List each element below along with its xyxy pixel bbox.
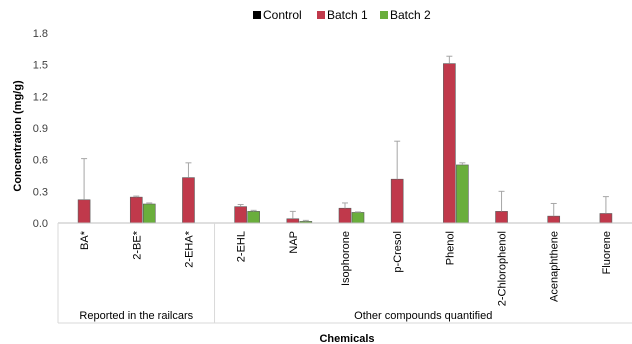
x-tick-label: 2-EHL [236,231,248,262]
bar [338,207,352,224]
x-tick-label: p-Cresol [392,231,404,273]
y-tick-label: 0.0 [33,218,48,230]
y-axis-title: Concentration (mg/g) [12,80,24,192]
bar [443,63,456,224]
bars [77,55,613,224]
legend-label: Batch 1 [327,8,368,22]
y-tick-label: 1.8 [33,28,48,40]
x-tick-label: Fluorene [601,231,613,274]
bar [351,212,365,224]
bar [390,178,404,224]
group-label: Reported in the railcars [79,310,193,322]
x-tick-label: 2-EHA* [183,230,195,267]
bar [547,215,561,224]
y-tick-label: 1.5 [33,60,48,72]
legend-swatch [253,11,261,19]
x-tick-label: NAP [288,231,300,254]
y-tick-label: 0.9 [33,123,48,135]
bar [456,164,469,224]
bar [495,211,508,224]
y-tick-label: 1.2 [33,91,48,103]
bar [129,196,143,224]
bar [77,199,91,224]
legend-label: Batch 2 [390,8,431,22]
legend-swatch [317,11,325,19]
x-tick-label: 2-Chlorophenol [497,231,509,306]
bar [234,206,247,224]
x-tick-label: Isophorone [340,231,352,286]
bar [599,213,613,224]
x-tick-label: Phenol [444,231,456,265]
x-axis-title: Chemicals [319,333,374,344]
legend-label: Control [263,8,302,22]
y-tick-label: 0.6 [33,155,48,167]
bar [182,177,195,224]
legend-swatch [380,11,388,19]
group-label: Other compounds quantified [354,310,492,322]
x-tick-label: BA* [79,230,91,250]
x-tick-label: Acenaphthene [549,231,561,302]
y-tick-label: 0.3 [33,186,48,198]
y-axis: 0.0 0.3 0.6 0.9 1.2 1.5 1.8 [33,28,48,230]
bar [142,203,156,224]
legend: Control Batch 1 Batch 2 [253,8,431,22]
bar [286,218,300,224]
x-tick-label: 2-BE* [131,230,143,259]
bar [247,211,260,224]
x-axis: BA* 2-BE* 2-EHA* 2-EHL NAP Isophorone p-Cresol… [57,222,632,324]
